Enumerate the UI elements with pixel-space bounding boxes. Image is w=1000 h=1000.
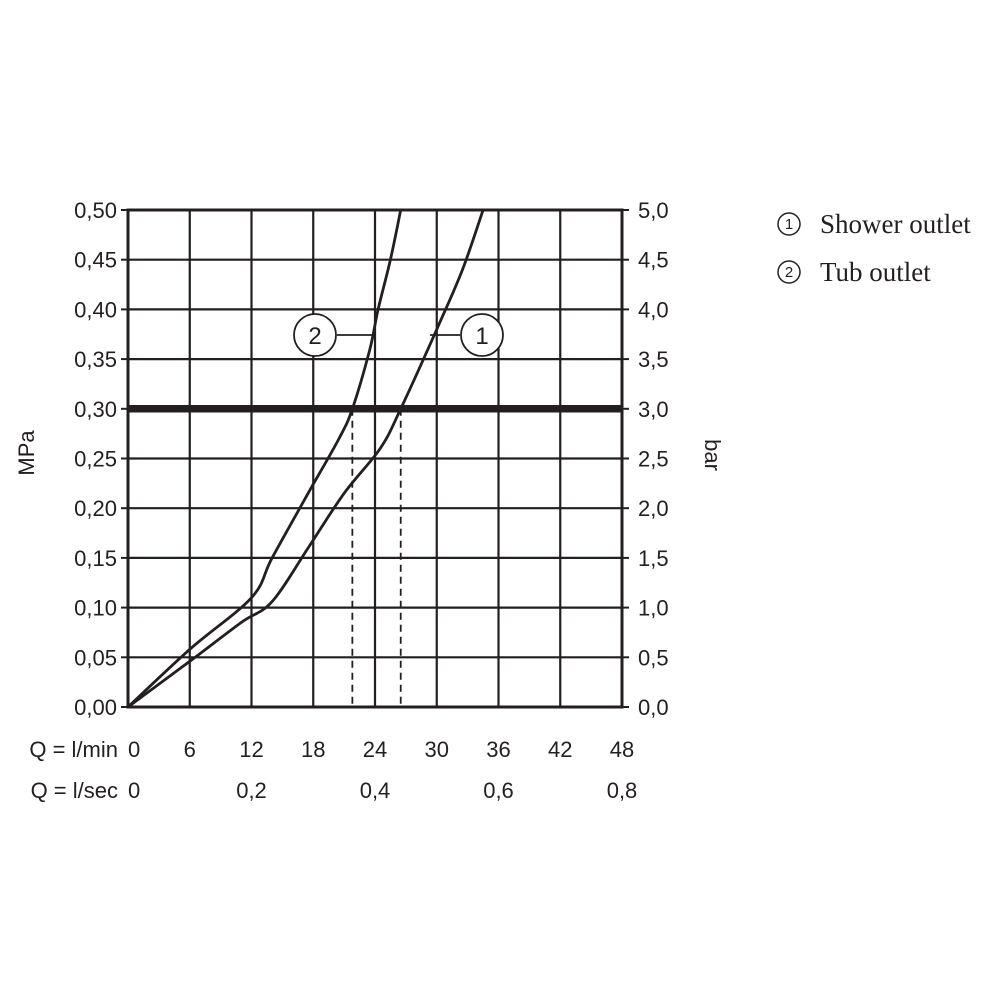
series-line-1 <box>127 209 485 709</box>
x-tick-label: 0,4 <box>360 778 391 803</box>
y-left-tick-label: 0,35 <box>74 347 117 372</box>
y-left-tick-label: 0,40 <box>74 297 117 322</box>
y-right-tick-label: 4,0 <box>638 297 669 322</box>
y-left-tick-label: 0,45 <box>74 248 117 273</box>
y-left-tick-label: 0,50 <box>74 198 117 223</box>
y-right-tick-label: 1,0 <box>638 596 669 621</box>
x-axis-row-label: Q = l/sec <box>31 778 118 803</box>
legend: 1 Shower outlet 2 Tub outlet <box>777 209 971 287</box>
y-left-tick-label: 0,00 <box>74 695 117 720</box>
legend-marker-1 <box>777 212 801 236</box>
x-tick-label: 0 <box>128 778 140 803</box>
x-tick-label: 18 <box>301 737 325 762</box>
x-tick-label: 30 <box>425 737 449 762</box>
y-left-tick-label: 0,30 <box>74 397 117 422</box>
y-right-tick-label: 3,5 <box>638 347 669 372</box>
y-right-tick-label: 3,0 <box>638 397 669 422</box>
callout-label-1: 1 <box>475 323 488 350</box>
legend-item-shower: 1 Shower outlet <box>777 209 971 239</box>
y-left-tick-label: 0,05 <box>74 645 117 670</box>
legend-label-tub: Tub outlet <box>820 257 931 287</box>
y-tick-labels: 0,00 0,05 0,10 0,15 0,20 0,25 0,30 0,35 0,40 0,45… <box>74 198 668 720</box>
y-right-tick-label: 5,0 <box>638 198 669 223</box>
y-left-tick-label: 0,25 <box>74 447 117 472</box>
reference-guides <box>351 408 402 707</box>
x-tick-label: 48 <box>610 737 634 762</box>
x-tick-label: 0,6 <box>483 778 514 803</box>
plot-border <box>126 208 624 709</box>
y-right-tick-label: 0,5 <box>638 645 669 670</box>
x-tick-labels: Q = l/min 0 6 12 18 24 30 36 42 48 Q = l/sec 0 0,2 0,… <box>29 737 637 803</box>
legend-marker-2 <box>777 260 801 284</box>
legend-num-2: 2 <box>785 264 793 281</box>
y-right-tick-label: 4,5 <box>638 248 669 273</box>
legend-label-shower: Shower outlet <box>820 209 971 239</box>
x-tick-label: 36 <box>486 737 510 762</box>
x-tick-label: 0 <box>128 737 140 762</box>
callout-circle-1 <box>460 313 504 357</box>
y-left-tick-label: 0,15 <box>74 546 117 571</box>
y-right-tick-label: 2,0 <box>638 496 669 521</box>
legend-num-1: 1 <box>785 216 793 233</box>
y-left-axis-title: MPa <box>14 430 39 476</box>
x-tick-label: 24 <box>363 737 387 762</box>
y-right-tick-label: 2,5 <box>638 447 669 472</box>
legend-item-tub: 2 Tub outlet <box>777 257 931 287</box>
series-group <box>127 209 485 709</box>
y-right-tick-label: 1,5 <box>638 546 669 571</box>
x-tick-label: 0,2 <box>236 778 267 803</box>
x-axis-row-label: Q = l/min <box>29 737 118 762</box>
grid <box>121 208 629 709</box>
x-tick-label: 6 <box>184 737 196 762</box>
x-tick-label: 12 <box>239 737 263 762</box>
y-left-tick-label: 0,20 <box>74 496 117 521</box>
series-line-2 <box>127 209 403 709</box>
x-tick-label: 0,8 <box>607 778 638 803</box>
y-right-axis-title: bar <box>700 439 725 471</box>
callout-circle-2 <box>293 313 337 357</box>
y-right-tick-label: 0,0 <box>638 695 669 720</box>
callout-label-2: 2 <box>308 323 321 350</box>
x-tick-label: 42 <box>548 737 572 762</box>
y-left-tick-label: 0,10 <box>74 596 117 621</box>
plot-frame <box>126 208 624 709</box>
